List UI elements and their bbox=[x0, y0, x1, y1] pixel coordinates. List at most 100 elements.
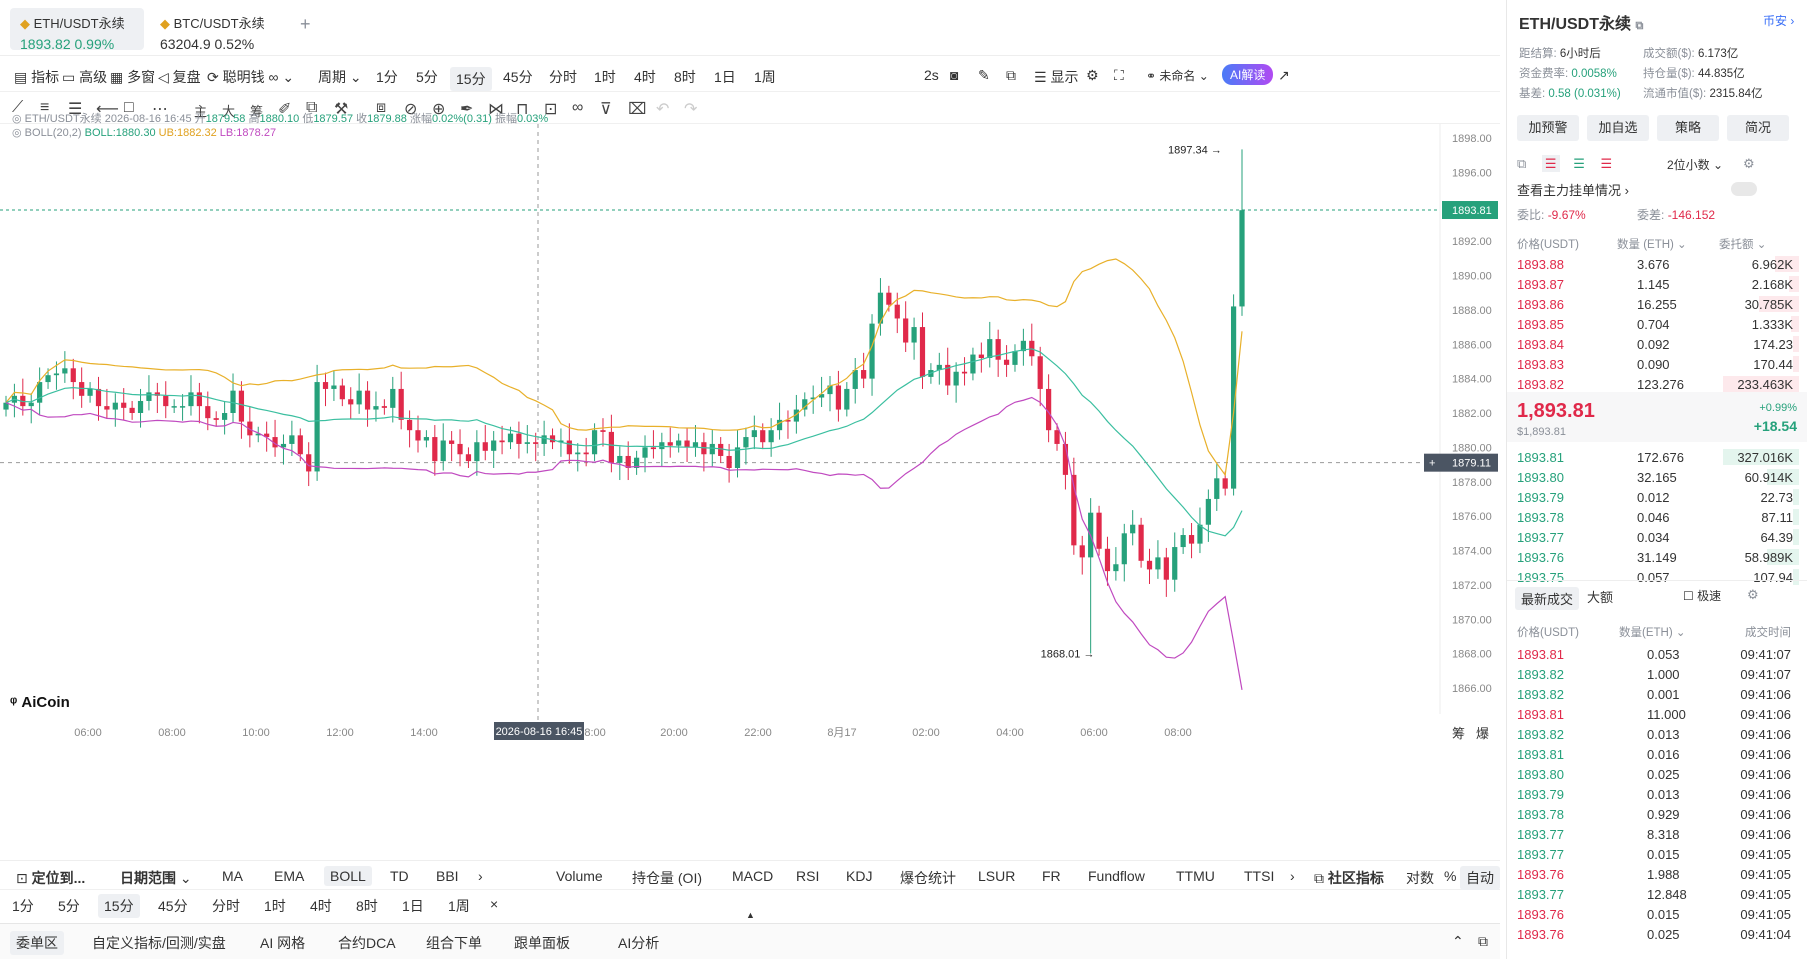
dot-line-icon[interactable]: ⋯ bbox=[152, 101, 168, 118]
bt-1w[interactable]: 1周 bbox=[448, 898, 470, 914]
latest-trades-tab[interactable]: 最新成交 bbox=[1515, 587, 1580, 610]
ai-draw-icon[interactable]: ✐ bbox=[278, 101, 292, 118]
large-trades-tab[interactable]: 大额 bbox=[1587, 590, 1614, 605]
bid-row[interactable]: 1893.76 31.149 58.989K bbox=[1507, 547, 1803, 567]
time-1w[interactable]: 1周 bbox=[754, 69, 776, 85]
sub-macd[interactable]: MACD bbox=[732, 868, 774, 884]
order-area-tab[interactable]: 委单区 bbox=[10, 931, 64, 955]
collapse-handle-icon[interactable]: ▲ bbox=[746, 910, 755, 920]
order-flow-toggle[interactable] bbox=[1731, 182, 1757, 196]
replay-button[interactable]: ◁ 复盘 bbox=[158, 69, 201, 85]
bid-row[interactable]: 1893.77 0.034 64.39 bbox=[1507, 527, 1803, 547]
ray-icon[interactable]: ⟵ bbox=[96, 101, 119, 118]
sub-lsur[interactable]: LSUR bbox=[978, 868, 1016, 884]
share-icon[interactable]: ↗ bbox=[1278, 67, 1290, 83]
sub-liq[interactable]: 爆仓统计 bbox=[900, 870, 956, 886]
book-mode-icon[interactable]: ⧉ bbox=[1517, 156, 1527, 171]
filter-icon[interactable]: ⊽ bbox=[600, 101, 612, 118]
bid-row[interactable]: 1893.75 0.057 107.94 bbox=[1507, 567, 1803, 587]
delete-icon[interactable]: ⌧ bbox=[628, 101, 647, 118]
book-settings-icon[interactable]: ⚙ bbox=[1743, 156, 1755, 171]
time-1h[interactable]: 1时 bbox=[594, 69, 616, 85]
ask-row[interactable]: 1893.82 123.276 233.463K bbox=[1507, 374, 1803, 394]
smart-money-button[interactable]: ⟳ 聪明钱 ∞ ⌄ bbox=[207, 69, 295, 85]
time-15m[interactable]: 15分 bbox=[450, 67, 492, 91]
advanced-button[interactable]: ▭ 高级 bbox=[62, 69, 108, 85]
bt-line[interactable]: 分时 bbox=[212, 898, 240, 914]
camera-icon[interactable]: ◙ bbox=[950, 67, 959, 83]
date-range-dropdown[interactable]: 日期范围 ⌄ bbox=[120, 870, 192, 886]
settings-icon[interactable]: ⚙ bbox=[1086, 67, 1099, 83]
main-force-icon[interactable]: 主 bbox=[194, 104, 208, 119]
ind-ema[interactable]: EMA bbox=[274, 868, 305, 884]
sub-volume[interactable]: Volume bbox=[556, 868, 603, 884]
clone-icon[interactable]: ⧈ bbox=[376, 99, 387, 116]
combo-order-tab[interactable]: 组合下单 bbox=[426, 935, 482, 951]
refresh-interval[interactable]: 2s bbox=[924, 67, 939, 83]
boll-eye-icon[interactable]: ◎ bbox=[12, 127, 22, 139]
pen-icon[interactable]: ✎ bbox=[978, 67, 990, 83]
book-bids-icon[interactable]: ☰ bbox=[1573, 156, 1585, 171]
fullscreen-icon[interactable]: ⛶ bbox=[1114, 67, 1124, 83]
ai-grid-tab[interactable]: AI 网格 bbox=[260, 935, 306, 951]
lock-icon[interactable]: ⊓ bbox=[516, 101, 529, 118]
add-watchlist-button[interactable]: 加自选 bbox=[1587, 115, 1649, 141]
bt-8h[interactable]: 8时 bbox=[356, 898, 378, 914]
bid-row[interactable]: 1893.79 0.012 22.73 bbox=[1507, 487, 1803, 507]
trendline-icon[interactable]: ⟋ bbox=[12, 99, 24, 116]
sub-ttsi[interactable]: TTSI bbox=[1244, 868, 1275, 884]
bt-1m[interactable]: 1分 bbox=[12, 898, 34, 914]
export-icon[interactable]: ⧉ bbox=[1006, 67, 1016, 83]
multi-window-button[interactable]: ▦ 多窗 bbox=[110, 69, 156, 85]
auto-toggle[interactable]: 自动 bbox=[1460, 866, 1500, 890]
copy-icon[interactable]: ⧉ bbox=[1635, 20, 1644, 32]
bt-15m[interactable]: 15分 bbox=[98, 894, 140, 918]
bt-45m[interactable]: 45分 bbox=[158, 898, 188, 914]
time-4h[interactable]: 4时 bbox=[634, 69, 656, 85]
bid-row[interactable]: 1893.78 0.046 87.11 bbox=[1507, 507, 1803, 527]
sub-kdj[interactable]: KDJ bbox=[846, 868, 873, 884]
expand-up-icon[interactable]: ⌃ bbox=[1452, 933, 1464, 949]
period-dropdown[interactable]: 周期 ⌄ bbox=[318, 69, 362, 85]
big-order-icon[interactable]: 大 bbox=[222, 104, 236, 119]
dca-tab[interactable]: 合约DCA bbox=[338, 935, 396, 951]
ind-ma[interactable]: MA bbox=[222, 868, 243, 884]
copy-icon[interactable]: ⧉ bbox=[306, 99, 318, 116]
bt-1h[interactable]: 1时 bbox=[264, 898, 286, 914]
ind-more-icon[interactable]: › bbox=[478, 868, 483, 884]
sub-oi[interactable]: 持仓量 (OI) bbox=[632, 870, 702, 886]
chart-canvas[interactable]: 1898.001896.001894.001892.001890.001888.… bbox=[0, 124, 1500, 860]
undo-icon[interactable]: ↶ bbox=[656, 101, 670, 118]
redo-icon[interactable]: ↷ bbox=[684, 101, 698, 118]
sub-more-icon[interactable]: › bbox=[1290, 868, 1295, 884]
strategy-button[interactable]: 策略 bbox=[1657, 115, 1719, 141]
tab-eth[interactable]: ◆ ETH/USDT永续 1893.82 0.99% bbox=[10, 8, 144, 52]
order-flow-link[interactable]: 查看主力挂单情况 › bbox=[1517, 183, 1629, 198]
summary-button[interactable]: 简况 bbox=[1727, 115, 1789, 141]
copy-trade-tab[interactable]: 跟单面板 bbox=[514, 935, 570, 951]
time-5m[interactable]: 5分 bbox=[416, 69, 438, 85]
legend-eye-icon[interactable]: ◎ bbox=[12, 113, 22, 125]
percent-toggle[interactable]: % bbox=[1444, 868, 1457, 884]
ask-row[interactable]: 1893.84 0.092 174.23 bbox=[1507, 334, 1803, 354]
price-chart[interactable]: ◎ ETH/USDT永续 2026-08-16 16:45 开1879.58 高… bbox=[0, 113, 1500, 860]
add-alert-button[interactable]: 加预警 bbox=[1517, 115, 1579, 141]
chips-icon[interactable]: 筹 bbox=[250, 104, 264, 119]
ai-interpret-button[interactable]: AI解读 bbox=[1222, 64, 1274, 85]
trades-settings-icon[interactable]: ⚙ bbox=[1747, 587, 1759, 602]
rectangle-icon[interactable]: □ bbox=[124, 99, 134, 116]
book-asks-icon[interactable]: ☰ bbox=[1600, 156, 1613, 171]
ind-bbi[interactable]: BBI bbox=[436, 868, 459, 884]
ind-td[interactable]: TD bbox=[390, 868, 409, 884]
sub-fundflow[interactable]: Fundflow bbox=[1088, 868, 1145, 884]
time-line[interactable]: 分时 bbox=[549, 69, 577, 85]
add-tab-button[interactable]: + bbox=[300, 14, 311, 34]
ind-boll[interactable]: BOLL bbox=[324, 866, 372, 886]
bt-4h[interactable]: 4时 bbox=[310, 898, 332, 914]
th-qty-dropdown[interactable]: 数量(ETH) ⌄ bbox=[1619, 627, 1686, 639]
custom-indicator-tab[interactable]: 自定义指标/回测/实盘 bbox=[92, 935, 226, 951]
visibility-icon[interactable]: ⊡ bbox=[544, 101, 558, 118]
brush-icon[interactable]: ✒ bbox=[460, 101, 474, 118]
community-button[interactable]: ⧉ 社区指标 bbox=[1314, 870, 1384, 886]
hdr-amount-dropdown[interactable]: 委托额 ⌄ bbox=[1719, 239, 1767, 251]
